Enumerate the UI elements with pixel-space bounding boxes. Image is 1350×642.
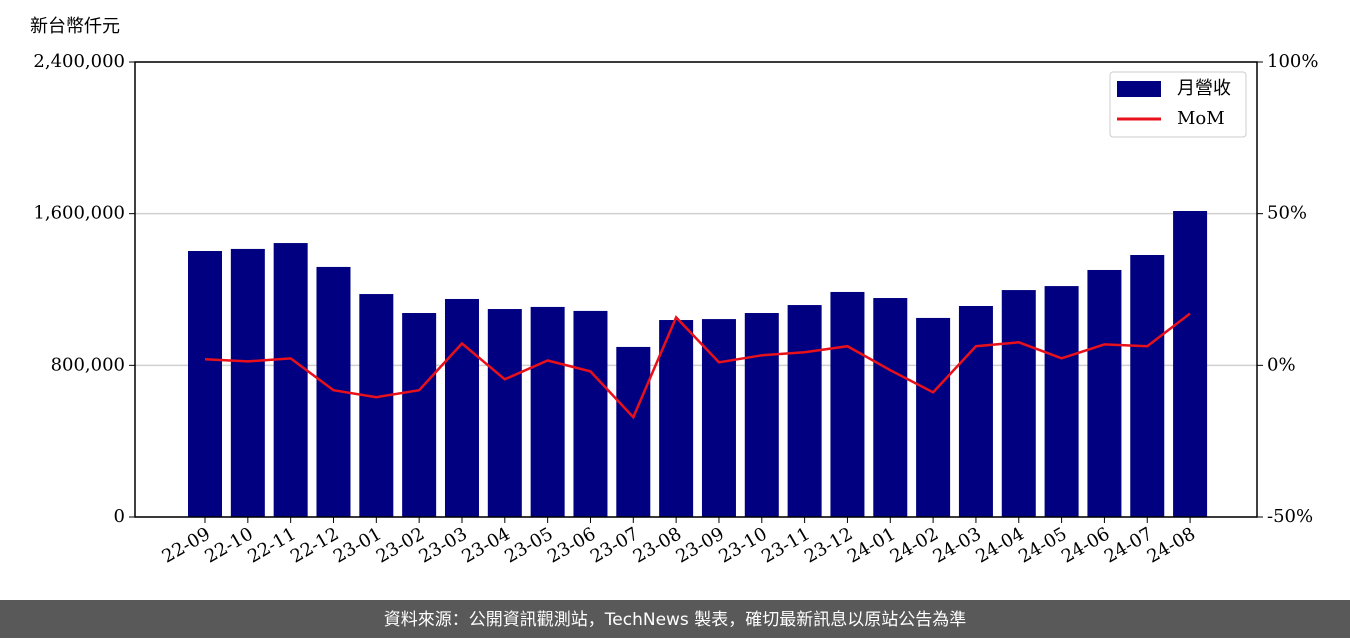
y-tick-label: 800,000 xyxy=(51,354,125,375)
x-tick-label: 23-08 xyxy=(630,523,685,567)
mom-line xyxy=(204,312,1191,420)
bar xyxy=(530,306,565,517)
y-tick-label: 1,600,000 xyxy=(33,203,125,224)
bar xyxy=(1130,254,1165,517)
x-tick-label: 24-01 xyxy=(844,523,899,567)
bar xyxy=(359,294,394,517)
y2-tick-label: 50% xyxy=(1267,203,1307,224)
legend-label: MoM xyxy=(1177,108,1225,129)
bar xyxy=(402,313,437,517)
legend-label: 月營收 xyxy=(1177,78,1231,99)
plot-frame xyxy=(134,61,1258,518)
bar xyxy=(830,291,865,517)
bar xyxy=(744,313,779,517)
bar xyxy=(616,346,651,517)
x-tick-label: 24-06 xyxy=(1058,523,1113,567)
x-tick-label: 22-11 xyxy=(244,523,299,567)
bar xyxy=(444,298,479,517)
x-tick-label: 24-02 xyxy=(887,523,942,567)
x-tick-label: 22-09 xyxy=(159,523,214,567)
bar xyxy=(787,305,822,517)
x-tick-label: 23-07 xyxy=(587,523,642,567)
x-tick-label: 22-12 xyxy=(287,523,342,567)
y2-tick-label: -50% xyxy=(1267,506,1313,527)
bar xyxy=(1001,290,1036,517)
bar xyxy=(1173,211,1208,517)
x-tick-label: 23-02 xyxy=(373,523,428,567)
y-axis-label: 新台幣仟元 xyxy=(30,16,120,37)
bar xyxy=(1044,286,1079,517)
x-tick-label: 23-09 xyxy=(673,523,728,567)
x-tick-label: 22-10 xyxy=(201,523,256,567)
bar xyxy=(573,310,608,517)
y2-tick-label: 100% xyxy=(1267,51,1318,72)
x-tick-label: 23-01 xyxy=(330,523,385,567)
x-tick-label: 23-04 xyxy=(458,523,513,567)
footer: 資料來源：公開資訊觀測站，TechNews 製表，確切最新訊息以原站公告為準 xyxy=(384,610,966,630)
x-tick-label: 24-05 xyxy=(1015,523,1070,567)
x-tick-label: 24-03 xyxy=(930,523,985,567)
y2-tick-label: 0% xyxy=(1267,354,1296,375)
x-tick-label: 24-04 xyxy=(972,523,1027,567)
bar xyxy=(873,298,908,517)
y-tick-label: 0 xyxy=(114,506,125,527)
bar xyxy=(487,309,522,517)
legend-swatch xyxy=(1117,81,1161,97)
x-tick-label: 24-07 xyxy=(1101,523,1156,567)
x-tick-label: 23-03 xyxy=(416,523,471,567)
x-tick-label: 23-05 xyxy=(501,523,556,567)
y-tick-label: 2,400,000 xyxy=(33,51,125,72)
x-tick-label: 23-06 xyxy=(544,523,599,567)
bar xyxy=(916,317,951,517)
x-tick-label: 23-10 xyxy=(715,523,770,567)
bar xyxy=(273,243,308,518)
bar xyxy=(230,248,265,517)
bar xyxy=(958,305,993,517)
bar xyxy=(659,320,694,517)
bar xyxy=(188,251,222,517)
x-tick-label: 23-12 xyxy=(801,523,856,567)
x-tick-label: 23-11 xyxy=(758,523,813,567)
bar xyxy=(1087,269,1122,517)
footer-bar xyxy=(0,600,1350,638)
x-tick-label: 24-08 xyxy=(1144,523,1199,567)
